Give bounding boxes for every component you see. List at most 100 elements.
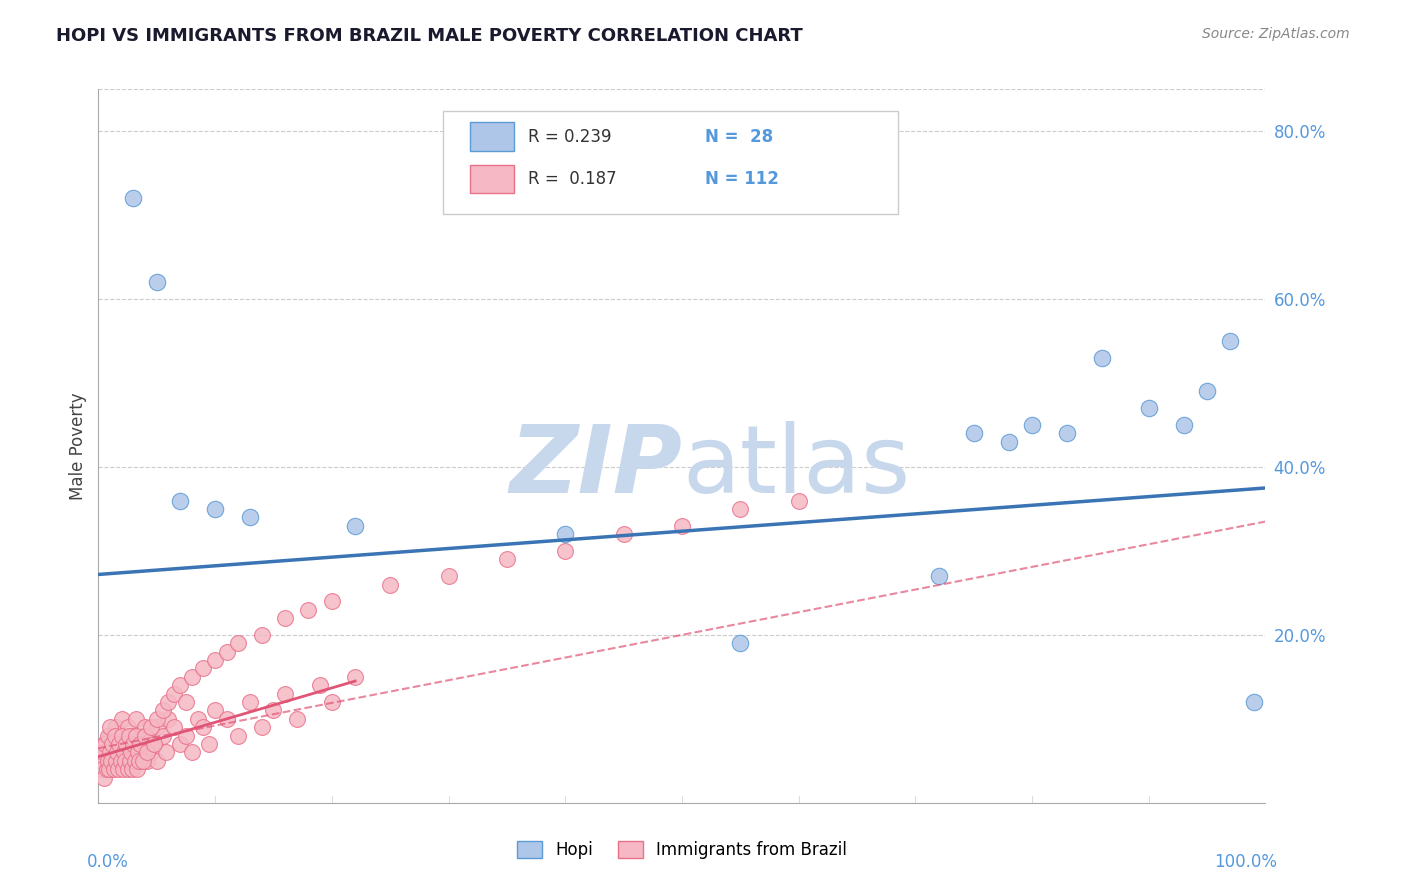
Point: [124, 754, 146, 768]
Point: [111, 762, 134, 776]
Point: [554, 527, 576, 541]
Point: [120, 754, 142, 768]
Point: [114, 754, 136, 768]
Point: [155, 746, 177, 760]
Point: [157, 712, 180, 726]
Point: [120, 746, 142, 760]
Point: [108, 737, 131, 751]
Point: [104, 729, 127, 743]
Point: [111, 729, 134, 743]
Point: [613, 527, 636, 541]
Point: [787, 493, 810, 508]
Point: [93, 737, 115, 751]
Text: R = 0.239: R = 0.239: [527, 128, 612, 145]
Point: [146, 712, 169, 726]
Point: [121, 762, 143, 776]
Text: ZIP: ZIP: [509, 421, 682, 514]
Point: [928, 569, 950, 583]
Point: [143, 737, 166, 751]
Point: [204, 653, 226, 667]
Point: [134, 729, 156, 743]
Point: [97, 729, 120, 743]
Point: [97, 762, 120, 776]
Point: [274, 687, 297, 701]
Point: [730, 502, 752, 516]
Text: N =  28: N = 28: [706, 128, 773, 145]
Point: [1091, 351, 1114, 365]
Point: [1056, 426, 1078, 441]
Point: [139, 746, 162, 760]
Y-axis label: Male Poverty: Male Poverty: [69, 392, 87, 500]
Point: [128, 737, 150, 751]
Point: [146, 754, 169, 768]
Point: [111, 754, 134, 768]
Text: R =  0.187: R = 0.187: [527, 169, 616, 188]
Point: [198, 737, 221, 751]
Point: [125, 712, 148, 726]
Point: [110, 754, 132, 768]
Point: [997, 434, 1019, 449]
Point: [169, 678, 191, 692]
Point: [132, 729, 155, 743]
Point: [122, 737, 145, 751]
Point: [215, 712, 238, 726]
Point: [1173, 417, 1195, 432]
Point: [136, 746, 159, 760]
Point: [136, 754, 159, 768]
Point: [193, 661, 215, 675]
Point: [239, 510, 262, 524]
Point: [380, 577, 402, 591]
Point: [285, 712, 308, 726]
Point: [187, 712, 209, 726]
Point: [125, 729, 148, 743]
Point: [105, 746, 128, 760]
Point: [671, 518, 693, 533]
Point: [962, 426, 984, 441]
FancyBboxPatch shape: [443, 111, 898, 214]
Point: [143, 737, 166, 751]
Point: [1195, 384, 1218, 399]
Point: [344, 518, 367, 533]
Point: [437, 569, 460, 583]
Point: [118, 729, 141, 743]
Point: [180, 670, 202, 684]
Point: [180, 746, 202, 760]
Point: [344, 670, 367, 684]
Point: [112, 737, 135, 751]
Point: [174, 695, 197, 709]
Point: [112, 746, 135, 760]
Point: [108, 737, 131, 751]
Point: [98, 746, 121, 760]
Point: [97, 746, 120, 760]
Point: [730, 636, 752, 650]
Point: [107, 762, 129, 776]
Point: [122, 746, 145, 760]
Point: [128, 754, 150, 768]
Point: [496, 552, 519, 566]
Point: [1219, 334, 1241, 348]
Point: [152, 703, 174, 717]
Text: HOPI VS IMMIGRANTS FROM BRAZIL MALE POVERTY CORRELATION CHART: HOPI VS IMMIGRANTS FROM BRAZIL MALE POVE…: [56, 27, 803, 45]
Point: [163, 687, 186, 701]
Point: [111, 712, 134, 726]
Point: [204, 703, 226, 717]
Point: [104, 754, 127, 768]
Point: [115, 737, 138, 751]
Point: [103, 762, 125, 776]
Point: [104, 720, 127, 734]
Point: [204, 502, 226, 516]
Point: [174, 729, 197, 743]
Point: [122, 729, 145, 743]
Point: [1243, 695, 1265, 709]
Point: [117, 762, 139, 776]
Point: [128, 754, 150, 768]
Point: [1021, 417, 1043, 432]
Point: [132, 754, 155, 768]
Point: [134, 720, 156, 734]
Point: [152, 729, 174, 743]
Point: [118, 754, 141, 768]
Point: [169, 493, 191, 508]
Point: [94, 737, 117, 751]
Point: [90, 762, 112, 776]
Text: N = 112: N = 112: [706, 169, 779, 188]
